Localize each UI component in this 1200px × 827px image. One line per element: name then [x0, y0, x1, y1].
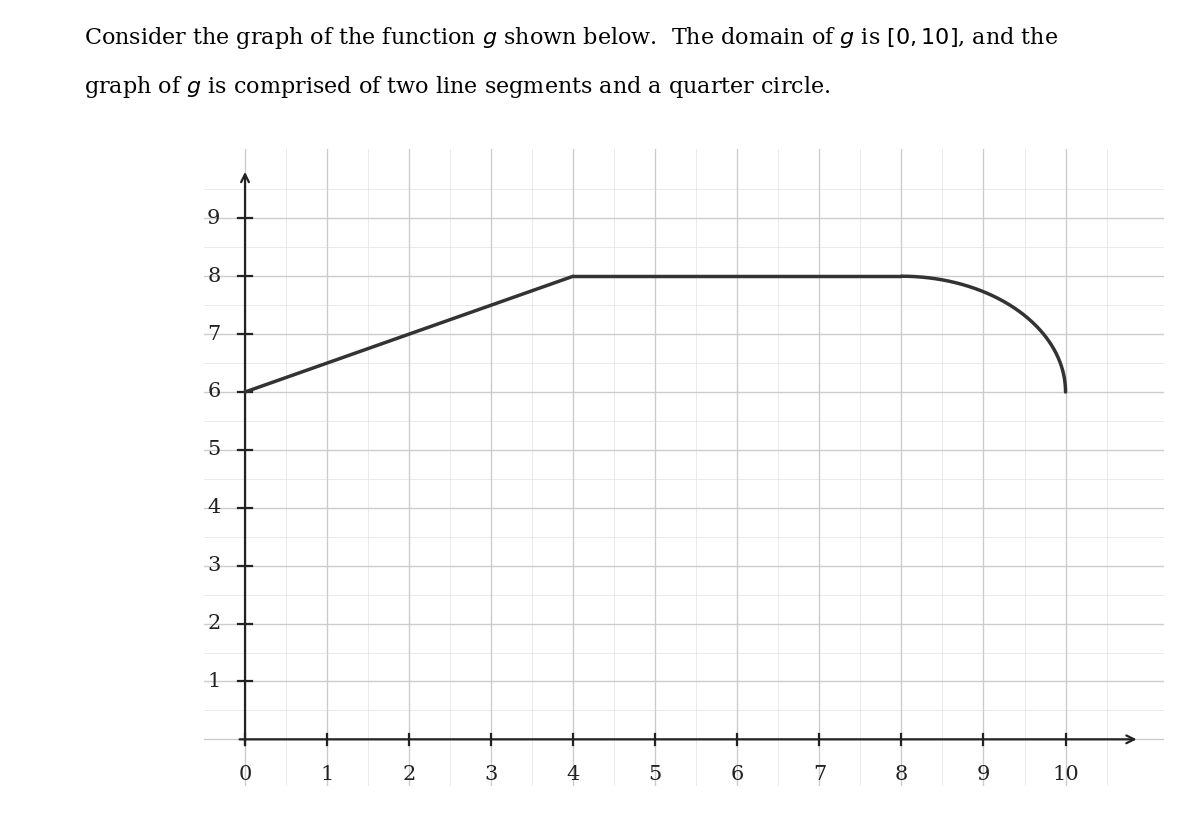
Text: graph of $g$ is comprised of two line segments and a quarter circle.: graph of $g$ is comprised of two line se… — [84, 74, 830, 100]
Text: 1: 1 — [208, 672, 221, 691]
Text: 6: 6 — [208, 383, 221, 401]
Text: 3: 3 — [208, 557, 221, 575]
Text: 9: 9 — [208, 209, 221, 227]
Text: 2: 2 — [208, 614, 221, 633]
Text: 8: 8 — [208, 267, 221, 285]
Text: 5: 5 — [208, 441, 221, 459]
Text: 2: 2 — [402, 766, 415, 784]
Text: 9: 9 — [977, 766, 990, 784]
Text: 4: 4 — [566, 766, 580, 784]
Text: Consider the graph of the function $g$ shown below.  The domain of $g$ is $[0, 1: Consider the graph of the function $g$ s… — [84, 25, 1058, 50]
Text: 6: 6 — [731, 766, 744, 784]
Text: 1: 1 — [320, 766, 334, 784]
Text: 7: 7 — [208, 325, 221, 343]
Text: 7: 7 — [812, 766, 826, 784]
Text: 8: 8 — [895, 766, 908, 784]
Text: 4: 4 — [208, 499, 221, 517]
Text: 10: 10 — [1052, 766, 1079, 784]
Text: 3: 3 — [485, 766, 498, 784]
Text: 0: 0 — [239, 766, 252, 784]
Text: 5: 5 — [649, 766, 662, 784]
